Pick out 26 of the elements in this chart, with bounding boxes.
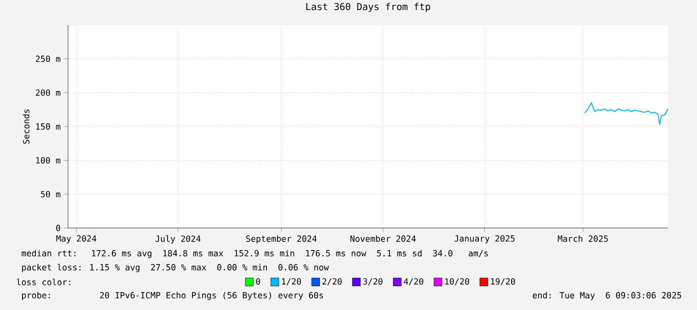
legend-label: 10/20 (445, 278, 470, 286)
y-tick-label: 50 m (40, 190, 60, 198)
legend-label: 4/20 (404, 278, 424, 286)
y-tick-label: 100 m (36, 157, 60, 164)
chart-title: Last 360 Days from ftp (306, 2, 430, 12)
x-tick-label: May 2024 (56, 235, 96, 244)
x-tick-label: January 2025 (454, 235, 515, 244)
x-tick-label: March 2025 (558, 235, 608, 242)
text: probe: 20 IPv6-ICMP Echo Pings (56 Bytes) every 60s (22, 292, 323, 300)
x-tick-label: September 2024 (246, 235, 317, 244)
y-tick-label: 200 m (36, 89, 60, 96)
legend-label: 0 (256, 278, 260, 285)
y-axis-title: Seconds (22, 109, 30, 144)
legend-label: 1/20 (282, 278, 301, 286)
legend-label: 3/20 (363, 278, 382, 286)
x-tick-label: July 2024 (156, 235, 201, 244)
text: packet loss: 1.15 % avg 27.50 % max 0.00 % min 0.06 % now (22, 264, 329, 272)
legend-label: 19/20 (491, 278, 515, 286)
x-tick-label: November 2024 (350, 235, 416, 242)
y-tick-label: 150 m (36, 123, 60, 130)
text: median rtt: 172.6 ms avg 184.8 ms max 152.9 ms min 176.5 ms now 5.1 ms sd 34.0 am/s (22, 250, 488, 258)
text: end: Tue May 6 09:03:06 2025 (532, 292, 682, 300)
legend-label: 2/20 (322, 278, 342, 286)
y-tick-label: 250 m (36, 56, 60, 62)
legend-title: loss color: (16, 278, 70, 286)
y-tick-label: 0 (56, 224, 60, 232)
